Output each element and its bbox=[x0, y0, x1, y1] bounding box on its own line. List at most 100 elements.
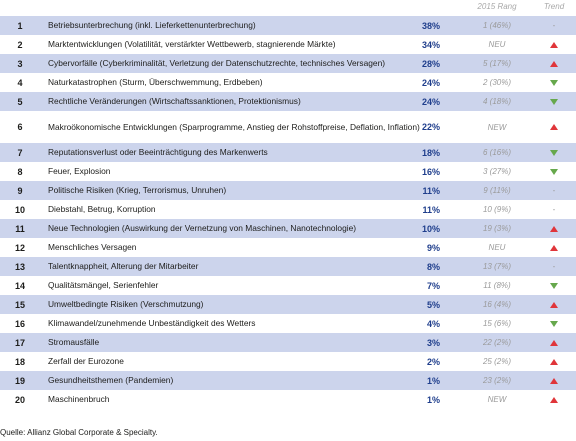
trend-up-icon bbox=[550, 41, 558, 48]
trend-cell bbox=[532, 352, 576, 371]
percentage-value: 24% bbox=[421, 96, 440, 107]
rank-cell: 19 bbox=[14, 375, 25, 386]
percentage-value: 11% bbox=[422, 204, 440, 215]
rank-cell: 16 bbox=[14, 318, 25, 329]
trend-cell bbox=[532, 276, 576, 295]
percentage-value: 1% bbox=[426, 375, 440, 386]
trend-up-icon bbox=[550, 358, 558, 365]
header-trend: Trend bbox=[543, 2, 565, 11]
trend-cell: - bbox=[532, 257, 576, 276]
rank-cell: 9 bbox=[17, 185, 23, 196]
risk-label: Zerfall der Eurozone bbox=[48, 356, 124, 366]
trend-cell bbox=[532, 219, 576, 238]
table-row: 16 Klimawandel/zunehmende Unbeständigkeit… bbox=[0, 314, 576, 333]
percentage-value: 18% bbox=[421, 147, 440, 158]
table-row: 19 Gesundheitsthemen (Pandemien) 1% 23 (2%) bbox=[0, 371, 576, 390]
percentage-value: 1% bbox=[426, 394, 440, 405]
prev-rank-value: 16 (4%) bbox=[482, 300, 511, 309]
percentage-value: 10% bbox=[421, 223, 440, 234]
prev-rank-value: 25 (2%) bbox=[482, 357, 511, 366]
trend-cell bbox=[532, 333, 576, 352]
trend-cell bbox=[532, 162, 576, 181]
risk-label: Diebstahl, Betrug, Korruption bbox=[48, 204, 156, 214]
prev-rank-value: 5 (17%) bbox=[482, 59, 511, 68]
trend-unchanged-icon: - bbox=[552, 262, 556, 271]
rank-cell: 7 bbox=[17, 147, 23, 158]
prev-rank-value: 22 (2%) bbox=[482, 338, 511, 347]
percentage-value: 5% bbox=[426, 299, 440, 310]
risk-label: Rechtliche Veränderungen (Wirtschaftssan… bbox=[48, 96, 301, 106]
risk-label: Maschinenbruch bbox=[48, 394, 110, 404]
prev-rank-value: 6 (16%) bbox=[482, 148, 511, 157]
prev-rank-value: 19 (3%) bbox=[482, 224, 511, 233]
percentage-value: 8% bbox=[426, 261, 440, 272]
rank-cell: 2 bbox=[17, 39, 23, 50]
trend-up-icon bbox=[550, 60, 558, 67]
trend-unchanged-icon: - bbox=[552, 186, 556, 195]
risk-label: Makroökonomische Entwicklungen (Sparprog… bbox=[48, 121, 420, 132]
percentage-value: 16% bbox=[421, 166, 440, 177]
table-row: 17 Stromausfälle 3% 22 (2%) bbox=[0, 333, 576, 352]
trend-cell bbox=[532, 35, 576, 54]
percentage-value: 28% bbox=[421, 58, 440, 69]
trend-down-icon bbox=[550, 149, 558, 156]
trend-cell bbox=[532, 390, 576, 409]
percentage-value: 3% bbox=[426, 337, 440, 348]
trend-down-icon bbox=[550, 282, 558, 289]
table-row: 14 Qualitätsmängel, Serienfehler 7% 11 (8%) bbox=[0, 276, 576, 295]
trend-down-icon bbox=[550, 98, 558, 105]
rank-cell: 12 bbox=[14, 242, 25, 253]
prev-rank-value: 4 (18%) bbox=[482, 97, 511, 106]
rank-cell: 6 bbox=[17, 122, 23, 132]
trend-unchanged-icon: - bbox=[552, 21, 556, 30]
rank-cell: 8 bbox=[17, 166, 23, 177]
table-row: 2 Marktentwicklungen (Volatilität, verstä… bbox=[0, 35, 576, 54]
risk-label: Klimawandel/zunehmende Unbeständigkeit d… bbox=[48, 318, 256, 328]
table-row: 13 Talentknappheit, Alterung der Mitarbei… bbox=[0, 257, 576, 276]
prev-rank-value: 2 (30%) bbox=[482, 78, 511, 87]
table-row: 6 Makroökonomische Entwicklungen (Sparpro… bbox=[0, 111, 576, 143]
rank-cell: 1 bbox=[17, 20, 23, 31]
trend-down-icon bbox=[550, 320, 558, 327]
trend-cell bbox=[532, 143, 576, 162]
table-row: 3 Cybervorfälle (Cyberkriminalität, Verle… bbox=[0, 54, 576, 73]
rank-cell: 5 bbox=[17, 96, 23, 107]
percentage-value: 22% bbox=[421, 122, 440, 132]
risk-label: Gesundheitsthemen (Pandemien) bbox=[48, 375, 174, 385]
trend-cell bbox=[532, 73, 576, 92]
trend-cell bbox=[532, 92, 576, 111]
trend-up-icon bbox=[550, 225, 558, 232]
rank-cell: 14 bbox=[14, 280, 25, 291]
table-row: 7 Reputationsverlust oder Beeinträchtigun… bbox=[0, 143, 576, 162]
header-prev-rank: 2015 Rang bbox=[477, 2, 517, 11]
percentage-value: 11% bbox=[422, 185, 440, 196]
percentage-value: 7% bbox=[426, 280, 440, 291]
rank-cell: 15 bbox=[14, 299, 25, 310]
trend-down-icon bbox=[550, 168, 558, 175]
prev-rank-value: NEU bbox=[488, 243, 506, 252]
risk-label: Umweltbedingte Risiken (Verschmutzung) bbox=[48, 299, 204, 309]
risk-label: Feuer, Explosion bbox=[48, 166, 111, 176]
percentage-value: 4% bbox=[426, 318, 440, 329]
percentage-value: 34% bbox=[421, 39, 440, 50]
table-row: 5 Rechtliche Veränderungen (Wirtschaftssa… bbox=[0, 92, 576, 111]
risk-table: 1 Betriebsunterbrechung (inkl. Lieferkett… bbox=[0, 16, 576, 409]
prev-rank-value: 11 (8%) bbox=[483, 281, 511, 290]
risk-label: Stromausfälle bbox=[48, 337, 100, 347]
rank-cell: 18 bbox=[14, 356, 25, 367]
prev-rank-value: 23 (2%) bbox=[482, 376, 511, 385]
table-row: 8 Feuer, Explosion 16% 3 (27%) bbox=[0, 162, 576, 181]
risk-label: Politische Risiken (Krieg, Terrorismus, … bbox=[48, 185, 227, 195]
risk-label: Marktentwicklungen (Volatilität, verstär… bbox=[48, 39, 336, 49]
trend-cell bbox=[532, 295, 576, 314]
trend-cell: - bbox=[532, 200, 576, 219]
prev-rank-value: 3 (27%) bbox=[482, 167, 511, 176]
prev-rank-value: 10 (9%) bbox=[482, 205, 511, 214]
trend-up-icon bbox=[550, 396, 558, 403]
prev-rank-value: NEU bbox=[488, 40, 506, 49]
rank-cell: 11 bbox=[15, 223, 25, 234]
table-row: 12 Menschliches Versagen 9% NEU bbox=[0, 238, 576, 257]
risk-label: Neue Technologien (Auswirkung der Vernet… bbox=[48, 223, 357, 233]
risk-label: Betriebsunterbrechung (inkl. Lieferkette… bbox=[48, 20, 256, 30]
trend-cell bbox=[532, 111, 576, 143]
